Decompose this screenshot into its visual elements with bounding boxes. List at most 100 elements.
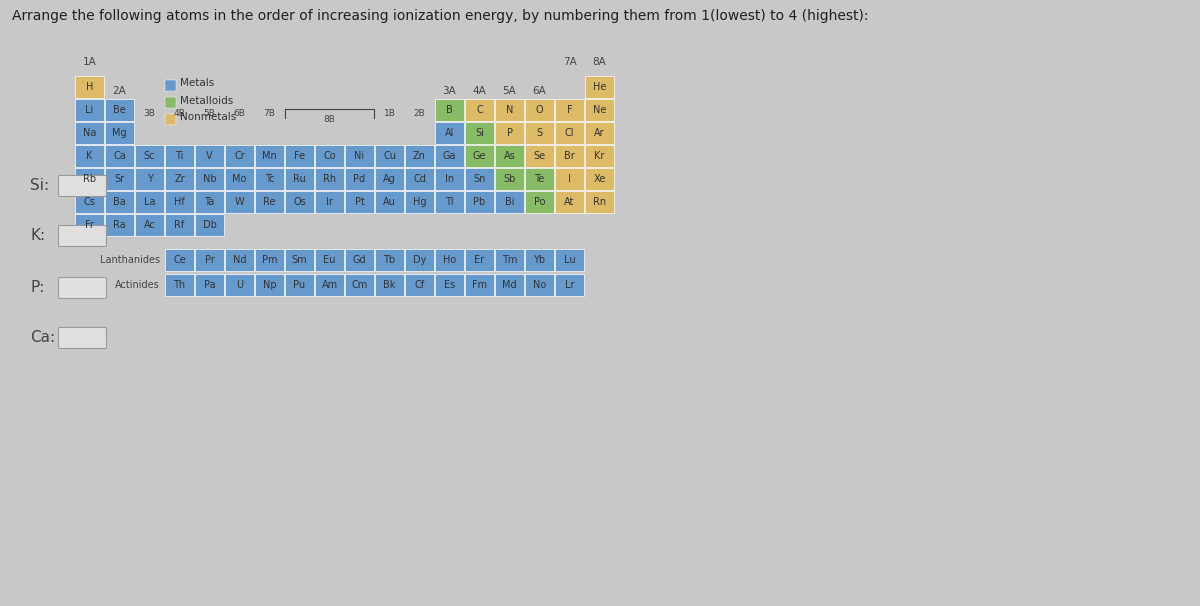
Text: I: I	[568, 174, 571, 184]
Text: Yb: Yb	[534, 255, 546, 265]
Bar	[586, 99, 614, 121]
Bar	[286, 168, 314, 190]
FancyBboxPatch shape	[59, 278, 107, 299]
Text: Cu: Cu	[383, 151, 396, 161]
Text: Bi: Bi	[505, 197, 515, 207]
Text: Te: Te	[534, 174, 545, 184]
Text: Ta: Ta	[204, 197, 215, 207]
Text: H: H	[86, 82, 94, 92]
Text: 6A: 6A	[533, 86, 546, 96]
Bar	[586, 76, 614, 98]
Bar	[134, 191, 164, 213]
Text: Lu: Lu	[564, 255, 575, 265]
Bar	[436, 99, 464, 121]
Text: Be: Be	[113, 105, 126, 115]
Bar	[554, 249, 584, 271]
Bar	[496, 145, 524, 167]
Text: In: In	[445, 174, 454, 184]
Bar	[466, 274, 494, 296]
Bar	[166, 145, 194, 167]
Text: Zr: Zr	[174, 174, 185, 184]
Text: He: He	[593, 82, 606, 92]
Text: Si:: Si:	[30, 179, 49, 193]
Bar	[496, 191, 524, 213]
Bar	[526, 249, 554, 271]
Bar	[286, 145, 314, 167]
Text: No: No	[533, 280, 546, 290]
Text: V: V	[206, 151, 212, 161]
Bar	[346, 249, 374, 271]
Text: Th: Th	[174, 280, 186, 290]
Text: Al: Al	[445, 128, 454, 138]
Bar	[526, 122, 554, 144]
Text: Co: Co	[323, 151, 336, 161]
Text: Ge: Ge	[473, 151, 486, 161]
Text: Os: Os	[293, 197, 306, 207]
Text: Mg: Mg	[112, 128, 127, 138]
Bar	[406, 145, 434, 167]
Text: Tb: Tb	[384, 255, 396, 265]
Text: Ce: Ce	[173, 255, 186, 265]
Bar	[226, 274, 254, 296]
Text: Cr: Cr	[234, 151, 245, 161]
Text: Rf: Rf	[174, 220, 185, 230]
Text: 5B: 5B	[204, 110, 216, 119]
Text: Lr: Lr	[565, 280, 575, 290]
Bar	[106, 122, 134, 144]
Bar	[436, 249, 464, 271]
Bar	[406, 249, 434, 271]
Bar	[106, 191, 134, 213]
Bar	[74, 145, 104, 167]
Text: Tc: Tc	[265, 174, 275, 184]
Bar	[194, 145, 224, 167]
Text: 7B: 7B	[264, 110, 276, 119]
Bar	[406, 274, 434, 296]
Bar	[256, 249, 284, 271]
Text: Pu: Pu	[294, 280, 306, 290]
Bar	[314, 145, 344, 167]
Text: 7A: 7A	[563, 57, 576, 67]
Text: Sc: Sc	[144, 151, 155, 161]
Text: Ir: Ir	[326, 197, 332, 207]
Bar	[134, 145, 164, 167]
Text: Fm: Fm	[472, 280, 487, 290]
Bar	[466, 122, 494, 144]
Bar	[374, 191, 404, 213]
Text: Re: Re	[263, 197, 276, 207]
Text: Hg: Hg	[413, 197, 426, 207]
Text: U: U	[236, 280, 244, 290]
Bar	[436, 168, 464, 190]
Text: Cf: Cf	[414, 280, 425, 290]
Bar	[496, 99, 524, 121]
Bar	[166, 191, 194, 213]
Bar	[226, 249, 254, 271]
Bar	[194, 214, 224, 236]
Bar	[166, 168, 194, 190]
Text: K:: K:	[30, 228, 46, 244]
Text: Ca:: Ca:	[30, 330, 55, 345]
Text: Rh: Rh	[323, 174, 336, 184]
Text: Ca: Ca	[113, 151, 126, 161]
Bar	[526, 145, 554, 167]
Text: Pb: Pb	[473, 197, 486, 207]
Text: 2B: 2B	[414, 110, 425, 119]
Text: Zn: Zn	[413, 151, 426, 161]
Bar	[314, 249, 344, 271]
Text: 8A: 8A	[593, 57, 606, 67]
Text: Rn: Rn	[593, 197, 606, 207]
Text: P: P	[506, 128, 512, 138]
Text: Es: Es	[444, 280, 455, 290]
Text: Eu: Eu	[323, 255, 336, 265]
Bar	[406, 191, 434, 213]
Text: Pa: Pa	[204, 280, 215, 290]
Bar	[466, 168, 494, 190]
Bar	[256, 145, 284, 167]
Text: Er: Er	[474, 255, 485, 265]
Text: 4B: 4B	[174, 110, 185, 119]
Bar	[466, 145, 494, 167]
Text: Pd: Pd	[354, 174, 366, 184]
Bar	[346, 191, 374, 213]
FancyBboxPatch shape	[59, 176, 107, 196]
Bar	[496, 274, 524, 296]
Bar	[194, 191, 224, 213]
